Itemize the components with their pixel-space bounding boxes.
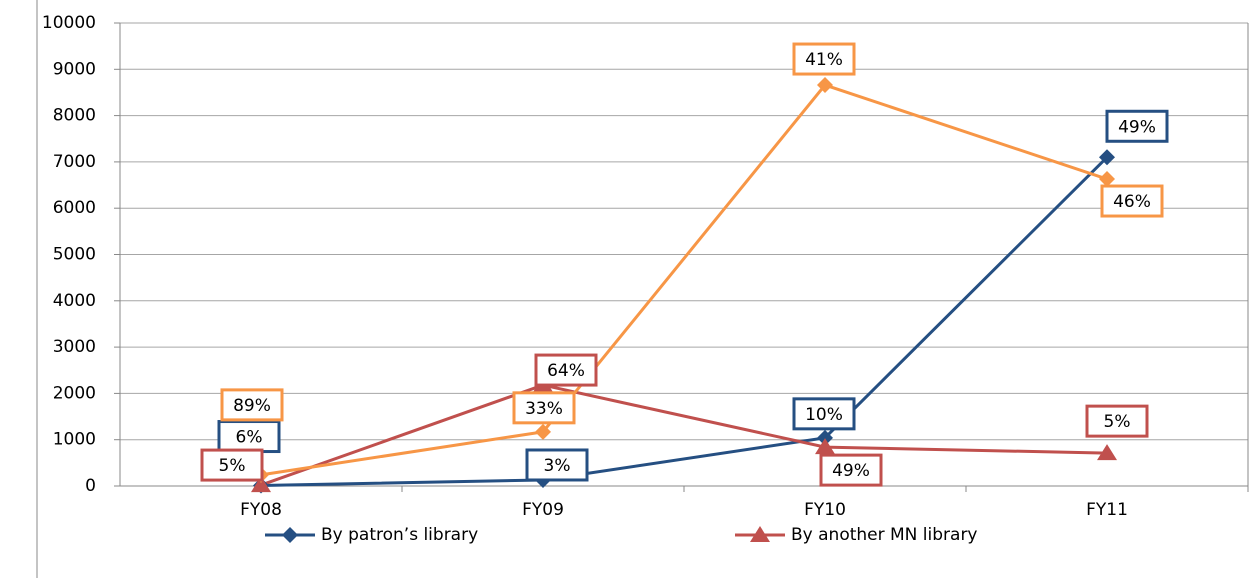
y-tick-label: 3000: [53, 337, 96, 357]
label-box: [525, 448, 589, 482]
point-label: 49%: [832, 461, 870, 481]
y-tick-label: 10000: [42, 13, 96, 33]
label-box: [217, 420, 281, 454]
series-line: [260, 156, 1109, 488]
point-label: 10%: [805, 405, 843, 425]
marker: [251, 476, 271, 493]
y-tick-label: 9000: [53, 59, 96, 79]
marker: [1099, 149, 1115, 166]
y-tick-label: 2000: [53, 383, 96, 403]
x-tick-label: FY11: [1086, 500, 1128, 520]
marker: [817, 429, 833, 446]
point-label: 33%: [525, 399, 563, 419]
point-label: 89%: [233, 396, 271, 416]
y-tick-label: 0: [85, 476, 96, 496]
series-line: [260, 83, 1108, 477]
y-tick-label: 8000: [53, 106, 96, 126]
marker: [1097, 444, 1117, 461]
legend-label: By another MN library: [791, 525, 978, 545]
y-tick-label: 1000: [53, 430, 96, 450]
point-label: 5%: [1104, 412, 1131, 432]
marker: [750, 526, 770, 542]
marker: [535, 423, 551, 440]
label-box: [1085, 404, 1149, 438]
label-box: [220, 388, 284, 422]
label-box: [819, 453, 883, 487]
label-box: [1100, 184, 1164, 218]
label-box: [792, 397, 856, 431]
y-tick-label: 6000: [53, 198, 96, 218]
point-label: 5%: [219, 456, 246, 476]
marker: [815, 438, 835, 455]
label-box: [200, 448, 264, 482]
point-label: 64%: [547, 361, 585, 381]
marker: [1099, 171, 1115, 188]
point-label: 49%: [1118, 117, 1156, 137]
x-tick-label: FY10: [804, 500, 846, 520]
point-label: 6%: [236, 428, 263, 448]
point-label: 3%: [544, 456, 571, 476]
point-label: 46%: [1113, 192, 1151, 212]
label-box: [534, 353, 598, 387]
x-tick-label: FY08: [240, 500, 282, 520]
label-box: [512, 391, 576, 425]
marker: [817, 77, 833, 94]
y-tick-label: 4000: [53, 291, 96, 311]
y-tick-label: 5000: [53, 245, 96, 265]
label-box: [792, 42, 856, 76]
x-tick-label: FY09: [522, 500, 564, 520]
y-tick-label: 7000: [53, 152, 96, 172]
legend-label: By patron’s library: [321, 525, 478, 545]
label-box: [1105, 109, 1169, 143]
series-line: [260, 383, 1108, 487]
point-label: 41%: [805, 50, 843, 70]
marker: [282, 527, 298, 543]
